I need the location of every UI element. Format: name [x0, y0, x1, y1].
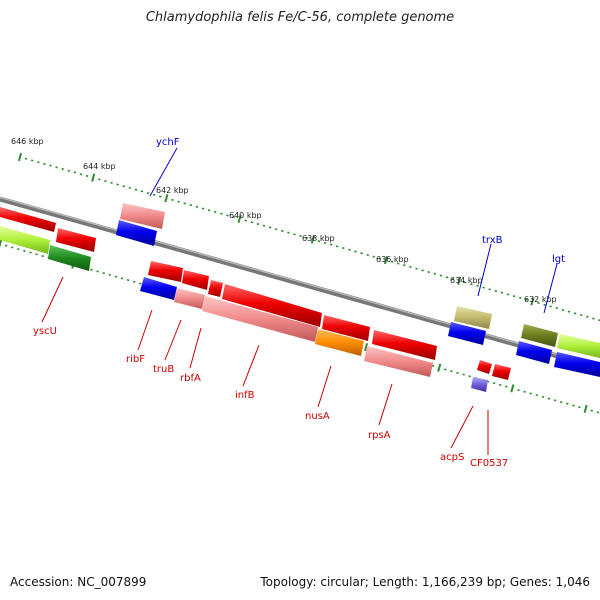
- gene-feature-pink: [202, 296, 318, 342]
- gene-feature-blue: [554, 352, 600, 377]
- gene-feature-red: [322, 315, 370, 341]
- scale-major-tick: [363, 342, 369, 352]
- gene-feature-red: [148, 261, 183, 282]
- scale-major-tick: [91, 173, 96, 182]
- tick-label-638: 638 kbp: [302, 234, 335, 243]
- gene-feature-purple: [471, 377, 488, 392]
- gene-feature-red: [56, 228, 96, 252]
- gene-label-infB: infB: [235, 390, 255, 401]
- tick-label-640: 640 kbp: [229, 211, 262, 220]
- tick-label-636: 636 kbp: [376, 255, 409, 264]
- callout-rbfA: [189, 327, 202, 369]
- callout-yscU: [41, 276, 64, 323]
- scale-major-tick: [437, 363, 442, 372]
- gene-feature-red: [477, 360, 492, 374]
- gene-feature-blue: [448, 322, 486, 345]
- gene-feature-blue: [116, 220, 157, 246]
- map-title: Chlamydophila felis Fe/C-56, complete ge…: [145, 10, 455, 25]
- genome-backbone: [0, 196, 600, 371]
- gene-label-ychF: ychF: [156, 137, 180, 148]
- callout-ychF: [149, 147, 178, 197]
- gene-feature-orange: [315, 329, 364, 356]
- gene-label-CF0537: CF0537: [470, 458, 508, 469]
- gene-label-truB: truB: [153, 364, 174, 375]
- tick-label-642: 642 kbp: [156, 186, 189, 195]
- scale-major-tick: [164, 194, 169, 203]
- gene-feature-lime: [0, 226, 50, 254]
- gene-feature-pink: [174, 288, 205, 309]
- scale-major-tick: [510, 384, 515, 393]
- genome-backbone-highlight: [0, 196, 600, 368]
- gene-label-yscU: yscU: [33, 326, 57, 337]
- scale-track-outer: [17, 152, 600, 322]
- tick-label-644: 644 kbp: [83, 162, 116, 171]
- callout-ribF: [137, 309, 153, 351]
- scale-major-tick: [17, 152, 23, 162]
- gene-feature-khaki: [454, 306, 492, 329]
- gene-label-trxB: trxB: [482, 235, 503, 246]
- scale-major-tick: [530, 297, 535, 306]
- callout-nusA: [317, 365, 332, 408]
- scale-major-tick: [237, 214, 242, 223]
- gene-feature-blue: [516, 341, 552, 364]
- gene-feature-blue: [140, 277, 177, 300]
- callout-infB: [242, 344, 260, 387]
- gene-label-rbfA: rbfA: [180, 373, 201, 384]
- gene-label-lgt: lgt: [552, 254, 565, 265]
- scale-major-tick: [310, 235, 315, 244]
- gene-feature-green: [48, 245, 91, 271]
- gene-feature-red: [0, 207, 56, 232]
- callout-rpsA: [378, 383, 393, 426]
- gene-feature-pink: [364, 346, 433, 377]
- accession-text: Accession: NC_007899: [10, 575, 147, 589]
- gene-feature-red: [182, 270, 209, 290]
- scale-major-tick: [383, 255, 389, 265]
- genome-summary-text: Topology: circular; Length: 1,166,239 bp…: [260, 575, 590, 589]
- gene-label-rpsA: rpsA: [368, 430, 391, 441]
- tick-label-646: 646 kbp: [11, 137, 44, 146]
- gene-feature-red: [492, 364, 511, 380]
- callout-truB: [164, 319, 182, 361]
- tick-label-632: 632 kbp: [524, 295, 557, 304]
- callout-lgt: [543, 263, 558, 314]
- gene-label-ribF: ribF: [126, 354, 145, 365]
- scale-major-tick: [0, 239, 3, 248]
- scale-major-tick: [457, 276, 462, 285]
- gene-label-nusA: nusA: [305, 411, 330, 422]
- callout-trxB: [477, 243, 492, 297]
- gene-feature-pink: [120, 203, 165, 229]
- gene-feature-lime: [557, 334, 600, 358]
- tick-label-634: 634 kbp: [450, 276, 483, 285]
- scale-major-tick: [583, 404, 588, 414]
- gene-feature-red: [222, 284, 322, 327]
- gene-label-acpS: acpS: [440, 452, 464, 463]
- gene-feature-red: [372, 330, 437, 360]
- gene-feature-red: [208, 280, 223, 297]
- gene-feature-olive: [521, 324, 558, 347]
- callout-acpS: [450, 405, 474, 449]
